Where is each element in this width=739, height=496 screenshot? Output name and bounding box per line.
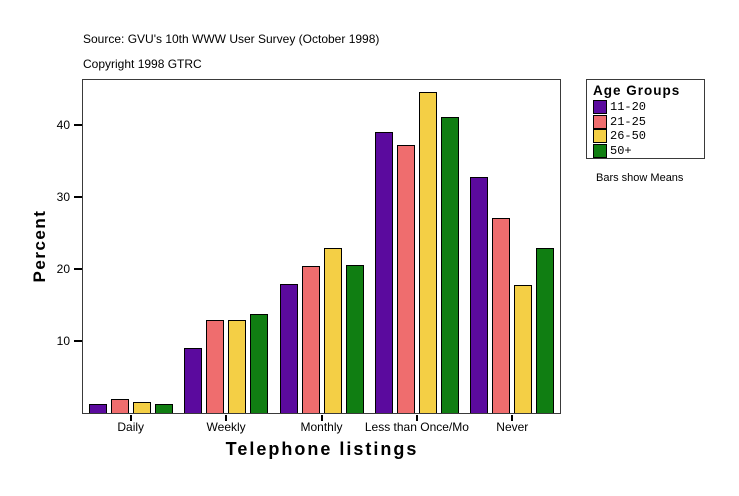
bar — [536, 247, 555, 413]
x-tick-label: Less than Once/Mo — [364, 420, 469, 434]
plot-area: 10 20 30 40 Daily Weekly Monthly Less than Once… — [57, 79, 561, 434]
x-axis-tick — [129, 415, 132, 421]
x-axis-tick — [225, 415, 228, 421]
bar — [279, 284, 298, 413]
legend-item: 26-50 — [593, 129, 704, 143]
copyright-text: Copyright 1998 GTRC — [83, 57, 202, 71]
x-axis-tick — [320, 415, 323, 421]
bar — [132, 402, 151, 413]
bar — [154, 403, 173, 413]
x-tick-label: Never — [496, 420, 529, 434]
legend-item: 50+ — [593, 143, 704, 158]
bar — [492, 218, 511, 413]
source-text: Source: GVU's 10th WWW User Survey (Octo… — [83, 32, 380, 46]
legend: Age Groups 11-20 21-25 26-50 50+ — [586, 79, 705, 159]
bar — [228, 319, 247, 413]
legend-item-label: 11-20 — [610, 100, 647, 114]
x-axis-tick — [511, 415, 514, 421]
bar — [184, 347, 203, 413]
y-tick-label: 10 — [56, 334, 70, 349]
bar — [440, 116, 459, 413]
y-axis-tick — [74, 196, 82, 199]
bar — [206, 319, 225, 413]
bar — [250, 314, 269, 413]
bar — [396, 144, 415, 413]
y-axis-tick — [74, 268, 82, 271]
legend-item: 21-25 — [593, 114, 704, 129]
bar — [345, 264, 364, 413]
bar — [470, 177, 489, 413]
y-axis-tick — [74, 340, 82, 343]
legend-footnote: Bars show Means — [596, 172, 684, 184]
x-tick-label: Monthly — [300, 420, 343, 434]
bar — [110, 398, 129, 413]
x-axis-title: Telephone listings — [225, 439, 419, 459]
bar — [418, 92, 437, 413]
legend-swatch — [593, 143, 607, 158]
legend-title: Age Groups — [593, 83, 681, 98]
bar — [88, 404, 107, 413]
y-tick-label: 30 — [56, 190, 70, 205]
y-tick-label: 40 — [56, 118, 70, 133]
y-axis-tick — [74, 124, 82, 127]
bar — [374, 131, 393, 413]
legend-item-label: 26-50 — [610, 129, 647, 143]
legend-items: 11-20 21-25 26-50 50+ — [593, 100, 704, 158]
x-tick-label: Daily — [117, 420, 145, 434]
legend-item-label: 21-25 — [610, 114, 647, 129]
legend-swatch — [593, 100, 607, 114]
x-tick-label: Weekly — [206, 420, 246, 434]
legend-swatch — [593, 114, 607, 129]
bar — [323, 247, 342, 413]
legend-item: 11-20 — [593, 100, 704, 114]
legend-item-label: 50+ — [610, 143, 632, 158]
x-axis-tick — [415, 415, 418, 421]
bar — [301, 266, 320, 413]
bar — [514, 284, 533, 413]
y-tick-label: 20 — [56, 262, 70, 277]
legend-swatch — [593, 129, 607, 143]
plot-inner: 10 20 30 40 Daily Weekly Monthly Less than Once… — [57, 80, 560, 434]
